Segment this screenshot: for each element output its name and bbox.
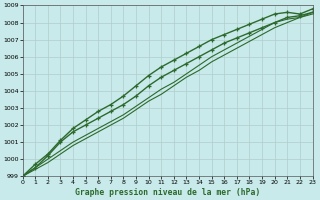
X-axis label: Graphe pression niveau de la mer (hPa): Graphe pression niveau de la mer (hPa): [75, 188, 260, 197]
